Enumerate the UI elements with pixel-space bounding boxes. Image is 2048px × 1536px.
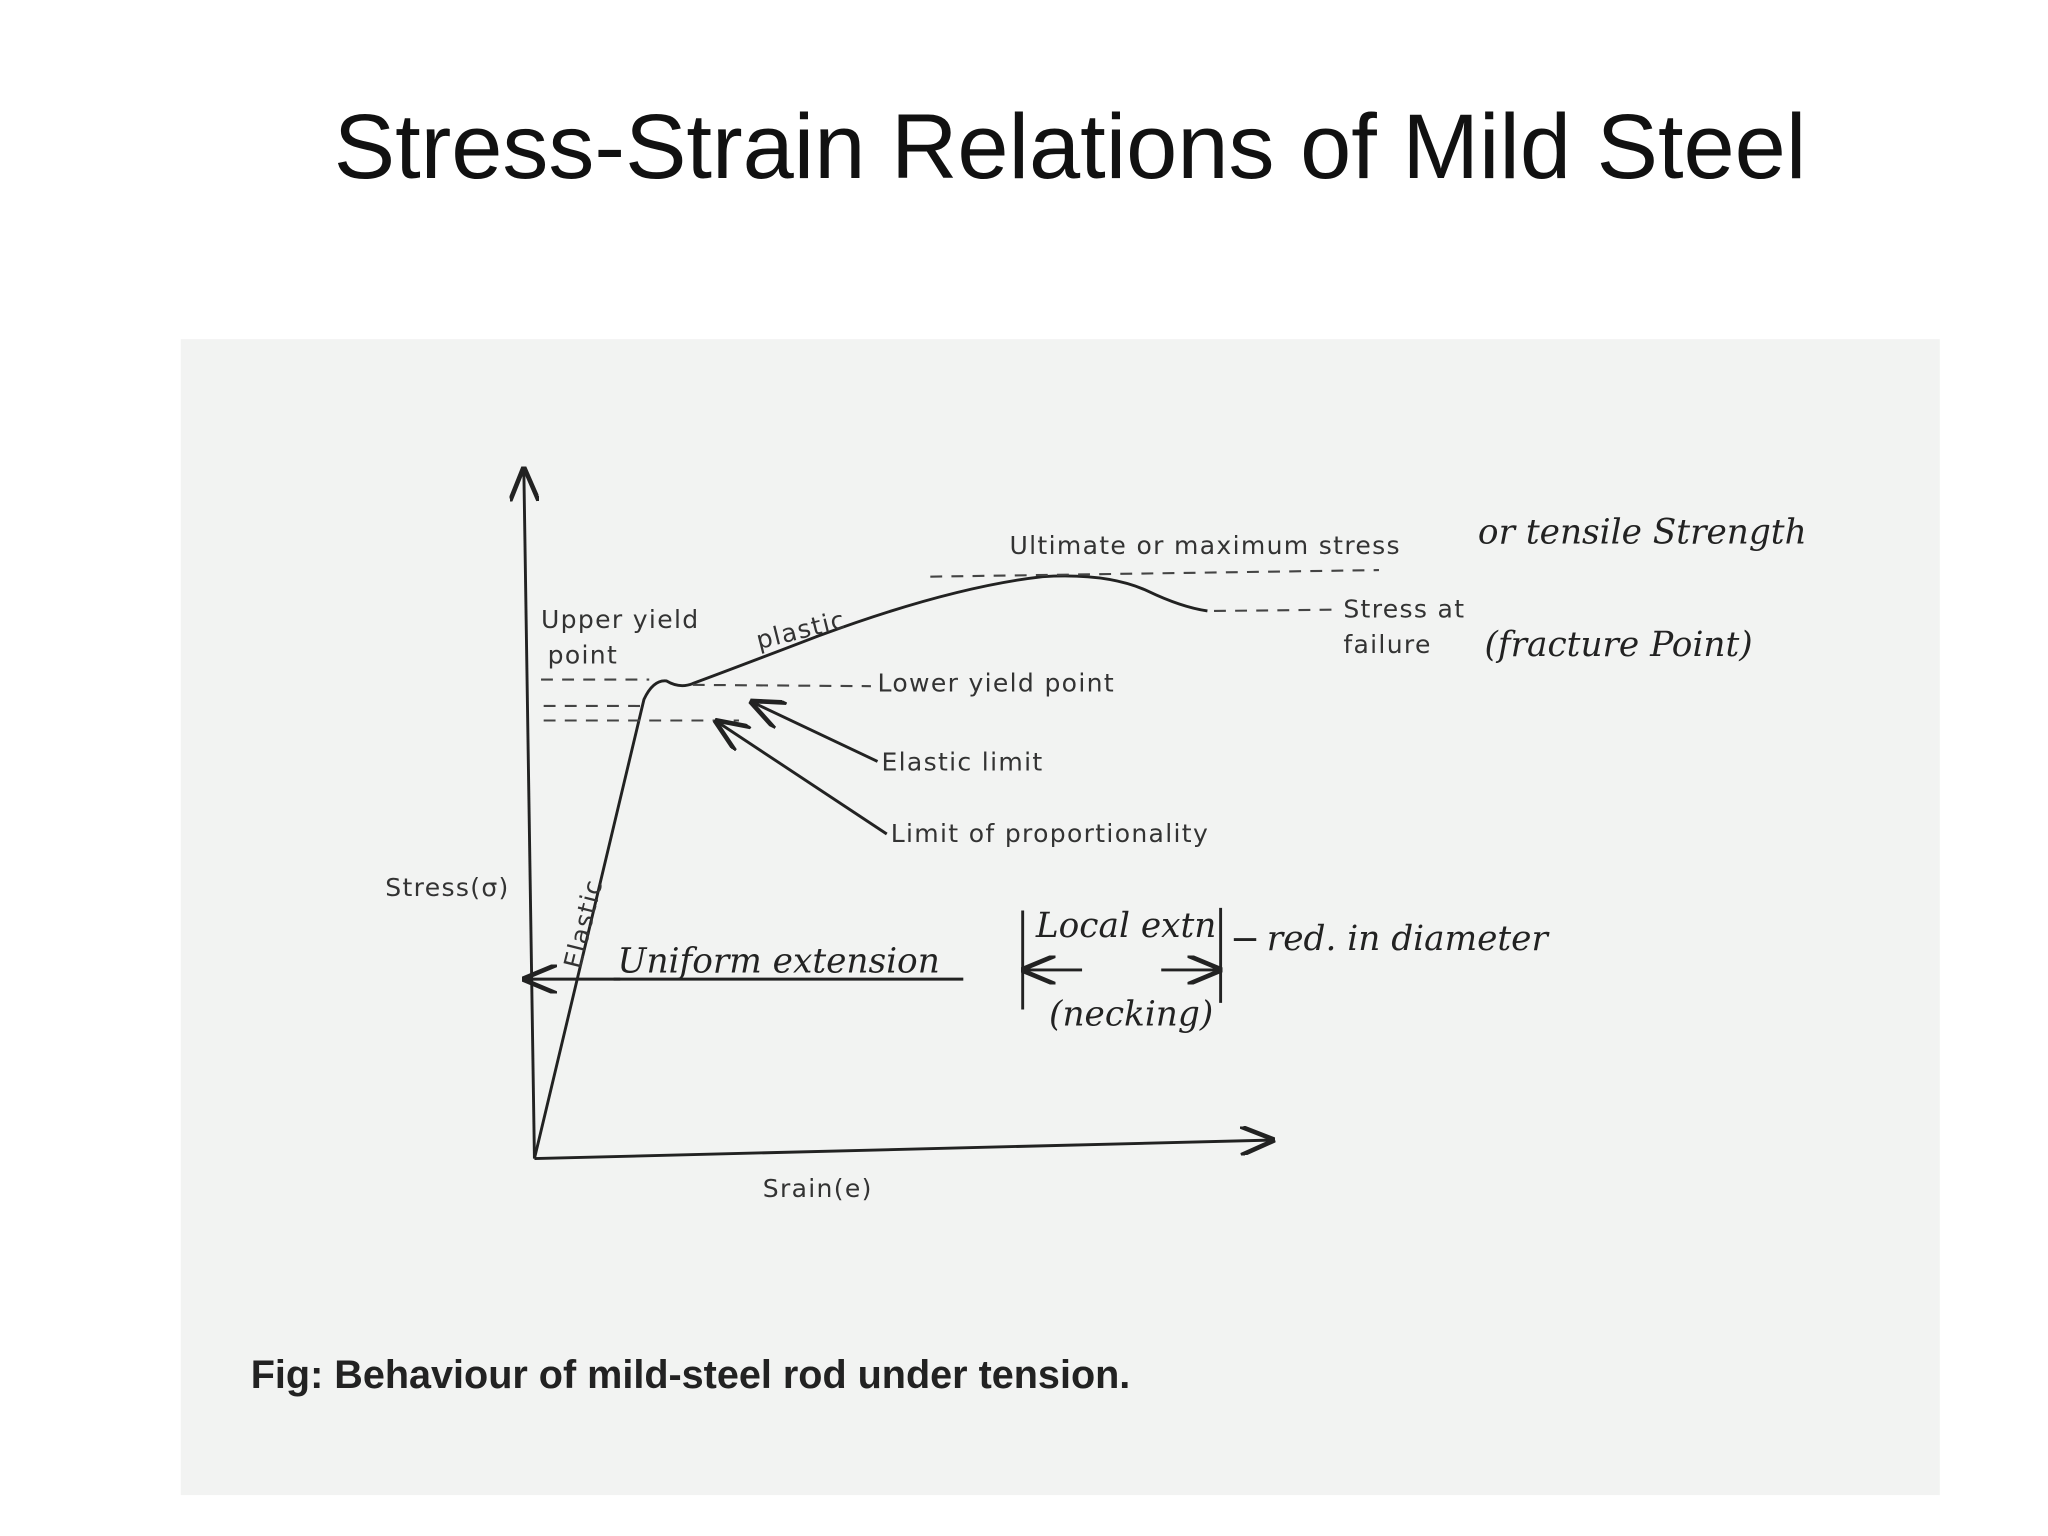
proportionality-label: Limit of proportionality (891, 819, 1209, 848)
upper-yield-label: Upper yield (541, 605, 699, 634)
lower-yield-line (692, 683, 871, 688)
local-label: Local extn (1035, 906, 1216, 946)
uniform-label: Uniform extension (618, 942, 940, 982)
diameter-label: red. in diameter (1267, 919, 1551, 959)
y-axis (524, 472, 535, 1159)
failure-label: Stress at (1343, 595, 1465, 624)
x-axis-label: Srain(e) (763, 1174, 873, 1203)
slide-title: Stress-Strain Relations of Mild Steel (333, 96, 1807, 198)
scan-panel (180, 339, 1940, 1496)
elastic-limit-label: Elastic limit (881, 748, 1043, 777)
upper-yield-label: point (548, 641, 619, 670)
failure-label: failure (1343, 630, 1431, 659)
fracture-label: (fracture Point) (1485, 625, 1753, 665)
tensile-label: or tensile Strength (1478, 513, 1807, 553)
stress-strain-curve (533, 574, 1208, 1159)
necking-label: (necking) (1049, 994, 1213, 1034)
ultimate-label: Ultimate or maximum stress (1009, 531, 1400, 560)
caption: Fig: Behaviour of mild-steel rod under t… (251, 1353, 1131, 1397)
elastic-limit-arrow (755, 703, 879, 763)
proportionality-arrow (719, 723, 888, 836)
lower-yield-label: Lower yield point (878, 668, 1115, 697)
x-axis (534, 1140, 1269, 1161)
ultimate-line (930, 569, 1379, 578)
y-axis-label: Stress(σ) (385, 873, 509, 902)
